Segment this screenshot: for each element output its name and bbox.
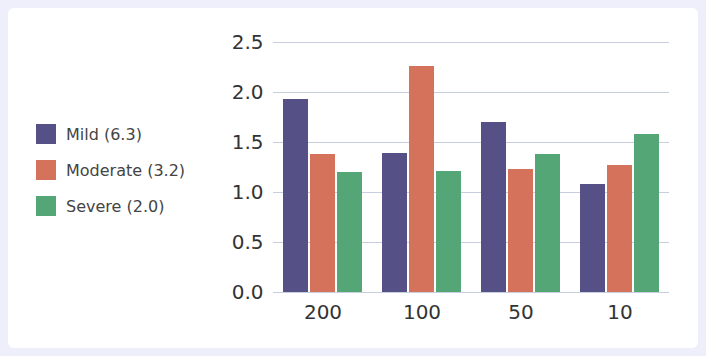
svg-text:0.5: 0.5 <box>232 230 264 254</box>
svg-text:10: 10 <box>607 300 632 324</box>
svg-text:1.0: 1.0 <box>232 180 264 204</box>
svg-text:50: 50 <box>508 300 533 324</box>
svg-text:2.5: 2.5 <box>232 30 264 54</box>
svg-text:0.0: 0.0 <box>232 280 264 304</box>
svg-text:1.5: 1.5 <box>232 130 264 154</box>
html-text:Severe (2.0): Severe (2.0) <box>66 196 165 216</box>
html-text:Moderate (3.2): Moderate (3.2) <box>66 160 186 180</box>
html-text:Mild (6.3): Mild (6.3) <box>66 124 142 144</box>
svg-text:200: 200 <box>304 300 342 324</box>
svg-text:2.0: 2.0 <box>232 80 264 104</box>
svg-text:100: 100 <box>403 300 441 324</box>
